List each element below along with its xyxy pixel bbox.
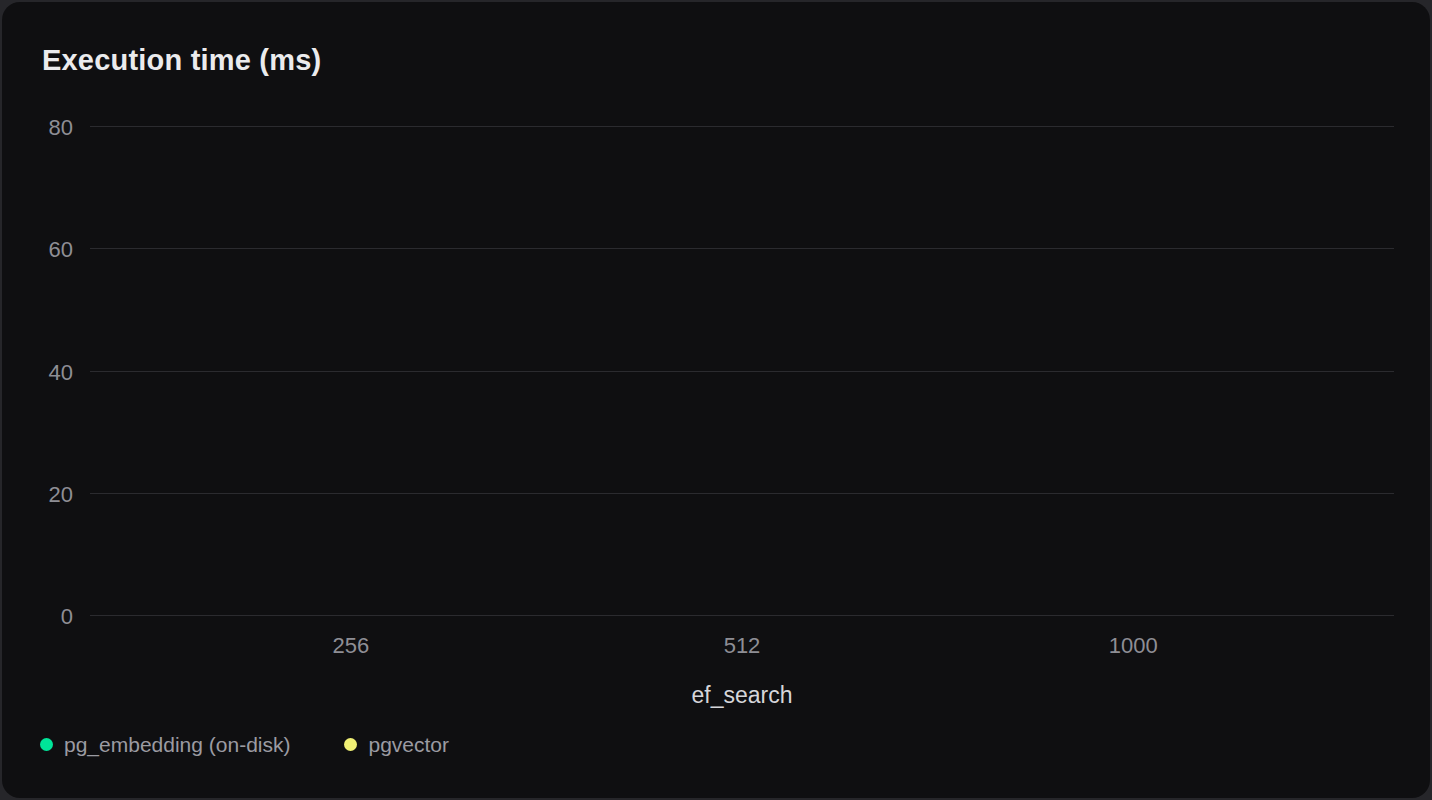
legend-label-pgvector: pgvector [368,734,449,755]
legend-dot-pgvector [344,738,357,751]
legend-label-pg-embedding-on-disk: pg_embedding (on-disk) [64,734,290,755]
x-axis-label: ef_search [90,682,1394,710]
bar-chart-plot: ef_search 0204060802565121000 [90,127,1394,616]
legend-dot-pg-embedding-on-disk [40,738,53,751]
gridline-y-0 [90,615,1394,616]
gridline-y-40 [90,371,1394,372]
gridline-y-80 [90,126,1394,127]
legend-item-pgvector[interactable]: pgvector [344,734,449,755]
y-tick-label-80: 80 [13,117,73,139]
chart-legend: pg_embedding (on-disk) pgvector [40,734,449,755]
chart-card: Execution time (ms) ef_search 0204060802… [2,2,1430,798]
chart-title: Execution time (ms) [42,44,321,77]
legend-item-pg-embedding-on-disk[interactable]: pg_embedding (on-disk) [40,734,290,755]
y-tick-label-60: 60 [13,239,73,261]
gridline-y-20 [90,493,1394,494]
y-tick-label-40: 40 [13,362,73,384]
y-tick-label-0: 0 [13,606,73,628]
x-tick-label-512: 512 [618,633,866,659]
gridline-y-60 [90,248,1394,249]
x-tick-label-256: 256 [227,633,475,659]
x-tick-label-1000: 1000 [1009,633,1257,659]
y-tick-label-20: 20 [13,484,73,506]
